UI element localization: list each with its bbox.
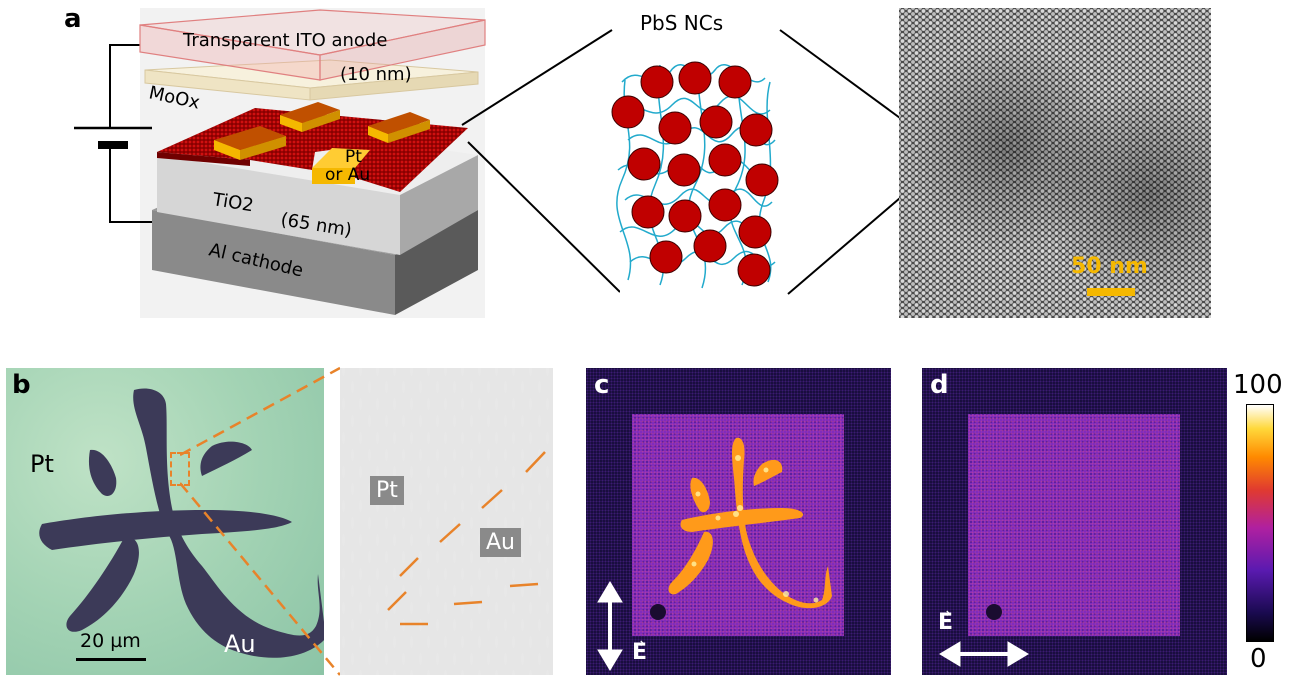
- panel-d-label: d: [930, 370, 949, 400]
- colorbar-max-label: 100: [1233, 370, 1283, 400]
- battery-circuit: [74, 44, 160, 223]
- moox-thickness-label: (10 nm): [340, 64, 412, 85]
- field-vector-mark-c: →: [634, 636, 645, 650]
- colorbar: [1246, 404, 1274, 642]
- electrode-label-pt: Pt: [345, 147, 362, 167]
- device-schematic: Transparent ITO anode MoOx (10 nm) Pt or…: [74, 8, 620, 318]
- sem-pt-label: Pt: [370, 476, 404, 505]
- kanji-character-dark: [39, 388, 324, 658]
- moox-layer: [144, 59, 479, 101]
- field-label-c: E: [632, 640, 648, 665]
- field-label-d: E: [938, 610, 954, 635]
- polarization-arrow-horizontal-svg: [939, 604, 1029, 667]
- pl-map-c: c E →: [586, 368, 891, 675]
- panel-c-label: c: [594, 370, 610, 400]
- optical-image: b Pt Au 20 µm: [6, 368, 324, 675]
- pl-square-d: [968, 414, 1180, 636]
- tem-scalebar: [1087, 288, 1135, 296]
- polarization-arrow-horizontal: [939, 641, 1029, 667]
- panel-b-label: b: [12, 370, 31, 400]
- polarization-arrow-vertical: [597, 581, 623, 671]
- zoom-box: [170, 452, 190, 486]
- pt-region-label: Pt: [30, 450, 54, 478]
- kanji-character-bright: [597, 437, 832, 671]
- field-vector-mark-d: →: [940, 606, 951, 620]
- nanocrystal-sketch: PbS NCs: [611, 11, 779, 289]
- electrode-label-au: or Au: [325, 165, 370, 185]
- gold-electrodes: [214, 102, 430, 184]
- tem-scalebar-label: 50 nm: [1071, 254, 1148, 279]
- zoom-lines-b: [180, 366, 341, 676]
- nanocrystal-particles: [611, 61, 779, 287]
- anode-label: Transparent ITO anode: [182, 30, 387, 51]
- sem-au-label: Au: [480, 528, 521, 557]
- colorbar-min-label: 0: [1250, 644, 1267, 674]
- zoom-lines-tem: [779, 29, 901, 295]
- sem-image: Pt Au: [340, 368, 553, 675]
- boundary-lines: [387, 451, 546, 626]
- ito-layer: [139, 9, 486, 81]
- panel-a-label: a: [64, 4, 82, 34]
- au-region-label: Au: [224, 630, 256, 658]
- tem-image: 50 nm: [899, 8, 1211, 318]
- nc-label: PbS NCs: [640, 11, 723, 35]
- optical-scalebar: [76, 658, 146, 661]
- pl-map-d: d E →: [922, 368, 1227, 675]
- optical-scalebar-label: 20 µm: [80, 630, 141, 652]
